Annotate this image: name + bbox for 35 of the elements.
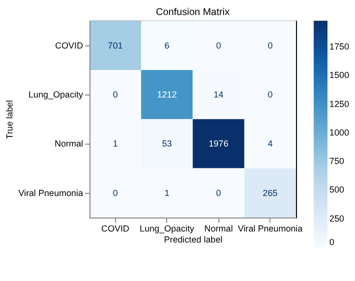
- y-tick-label: COVID: [55, 40, 84, 50]
- data-label: 14: [214, 90, 224, 100]
- data-label: 1: [112, 138, 118, 149]
- data-label: 0: [216, 188, 222, 198]
- data-label: 0: [112, 90, 118, 100]
- color-bar-label: 1750: [329, 42, 350, 52]
- data-label: 0: [268, 40, 273, 50]
- data-label: 1976: [208, 138, 228, 149]
- x-tick-label: COVID: [101, 224, 130, 234]
- color-bar-label: 250: [329, 213, 344, 224]
- x-axis-title: Predicted label: [164, 234, 223, 245]
- x-tick-label: Normal: [204, 224, 233, 234]
- data-label: 701: [108, 40, 123, 50]
- color-bar-label: 1250: [329, 98, 350, 109]
- y-tick-label: Viral Pneumonia: [18, 188, 84, 198]
- y-axis-title: True label: [4, 100, 14, 140]
- color-bar-label: 0: [329, 237, 334, 248]
- x-tick-label: Lung_Opacity: [140, 224, 195, 234]
- data-label: 265: [262, 188, 278, 198]
- data-label: 0: [216, 40, 222, 50]
- data-label: 0: [268, 90, 273, 100]
- data-label: 1212: [157, 90, 177, 100]
- data-label: 53: [162, 138, 172, 149]
- y-tick-label: Lung_Opacity: [28, 90, 84, 100]
- color-bar-label: 750: [329, 156, 344, 166]
- data-label: 0: [112, 188, 118, 198]
- x-tick-label: Viral Pneumonia: [238, 224, 303, 234]
- data-label: 1: [164, 188, 170, 198]
- y-tick-label: Normal: [54, 138, 84, 149]
- chart-title: Confusion Matrix: [156, 6, 230, 18]
- data-label: 4: [268, 138, 273, 149]
- color-bar-label: 1000: [329, 127, 350, 138]
- color-bar-label: 1500: [329, 70, 350, 80]
- color-bar-label: 500: [329, 184, 344, 195]
- data-label: 6: [164, 40, 170, 50]
